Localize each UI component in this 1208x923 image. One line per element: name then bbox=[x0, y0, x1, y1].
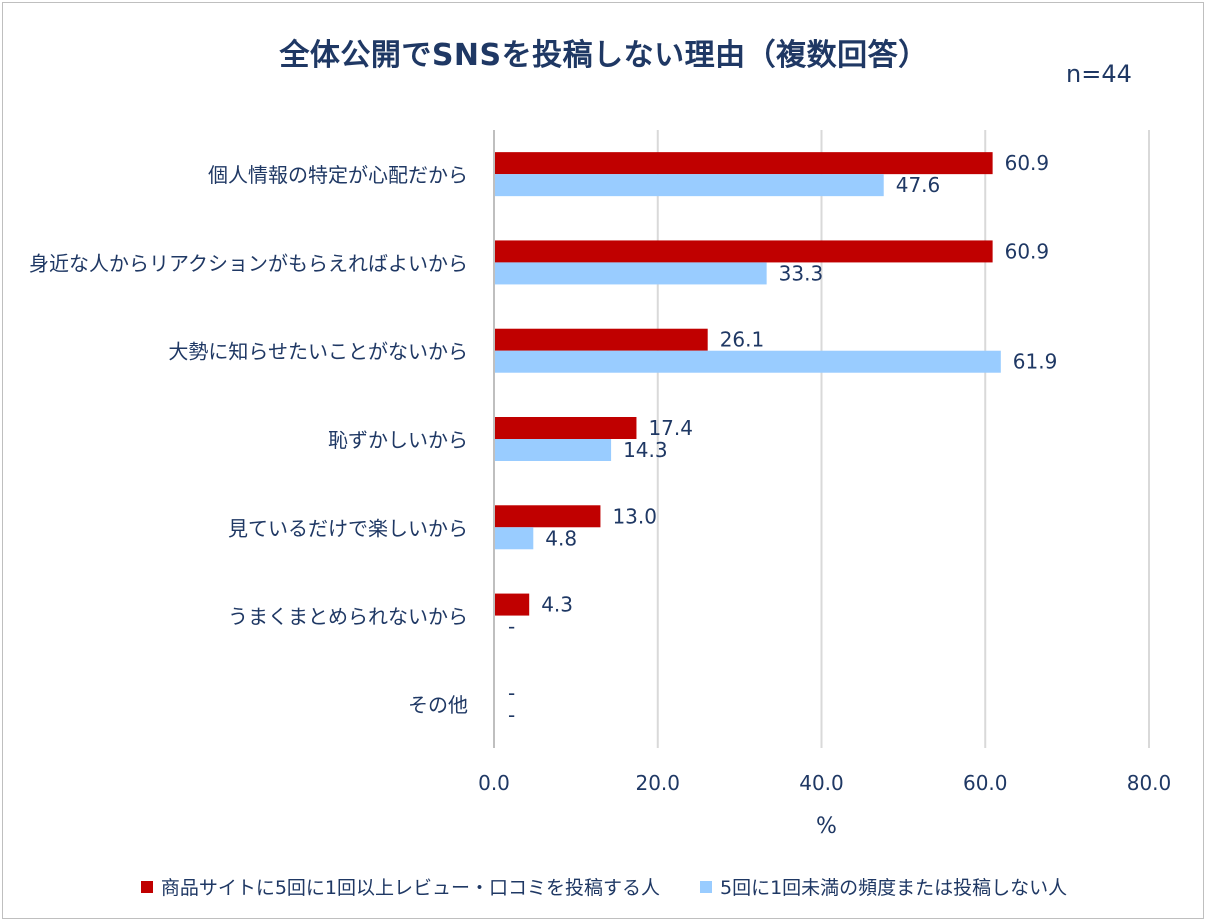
data-label: - bbox=[508, 615, 515, 639]
legend-item-series2: 5回に1回未満の頻度または投稿しない人 bbox=[700, 873, 1067, 900]
data-label: 61.9 bbox=[1013, 350, 1058, 374]
legend-label-series2: 5回に1回未満の頻度または投稿しない人 bbox=[720, 877, 1068, 899]
bar-series1 bbox=[494, 593, 530, 616]
x-axis-title: % bbox=[816, 814, 837, 839]
bar-series1 bbox=[494, 152, 993, 175]
data-label: 13.0 bbox=[612, 504, 657, 528]
bar-series2 bbox=[494, 439, 612, 461]
category-label: 身近な人からリアクションがもらえればよいから bbox=[29, 251, 468, 275]
category-label: 見ているだけで楽しいから bbox=[228, 516, 468, 540]
data-label: 17.4 bbox=[648, 416, 693, 440]
data-label: 14.3 bbox=[623, 438, 668, 462]
category-label: うまくまとめられないから bbox=[228, 605, 468, 629]
bar-series2 bbox=[494, 527, 534, 550]
x-tick-label: 80.0 bbox=[1127, 771, 1172, 795]
bar-series2 bbox=[494, 262, 767, 285]
category-label: その他 bbox=[408, 693, 468, 717]
data-label: 26.1 bbox=[720, 328, 765, 352]
data-label: 4.8 bbox=[545, 526, 577, 550]
category-label: 恥ずかしいから bbox=[328, 428, 468, 452]
data-label: 47.6 bbox=[896, 173, 941, 197]
legend-swatch-series2 bbox=[700, 880, 712, 893]
data-label: 60.9 bbox=[1005, 151, 1050, 175]
data-label: 4.3 bbox=[541, 593, 573, 617]
bar-series1 bbox=[494, 505, 601, 528]
legend-item-series1: 商品サイトに5回に1回以上レビュー・口コミを投稿する人 bbox=[140, 873, 660, 900]
chart-title: 全体公開でSNSを投稿しない理由（複数回答） bbox=[279, 38, 929, 73]
data-label: - bbox=[508, 703, 515, 727]
legend-swatch-series1 bbox=[140, 880, 153, 893]
category-label: 大勢に知らせたいことがないから bbox=[168, 340, 468, 364]
data-label: - bbox=[508, 681, 515, 705]
legend: 商品サイトに5回に1回以上レビュー・口コミを投稿する人 5回に1回未満の頻度また… bbox=[0, 873, 1208, 900]
bar-series1 bbox=[494, 417, 637, 439]
x-tick-label: 0.0 bbox=[478, 771, 510, 795]
bar-series1 bbox=[494, 240, 993, 263]
x-tick-label: 60.0 bbox=[963, 771, 1008, 795]
legend-label-series1: 商品サイトに5回に1回以上レビュー・口コミを投稿する人 bbox=[160, 877, 660, 899]
x-tick-label: 40.0 bbox=[799, 771, 844, 795]
data-label: 33.3 bbox=[779, 261, 824, 285]
data-label: 60.9 bbox=[1005, 239, 1050, 263]
category-label: 個人情報の特定が心配だから bbox=[208, 163, 468, 187]
sample-size-label: n=44 bbox=[1066, 60, 1132, 88]
bar-series1 bbox=[494, 328, 708, 351]
bar-series2 bbox=[494, 350, 1001, 373]
bar-series2 bbox=[494, 174, 884, 197]
x-tick-label: 20.0 bbox=[635, 771, 680, 795]
